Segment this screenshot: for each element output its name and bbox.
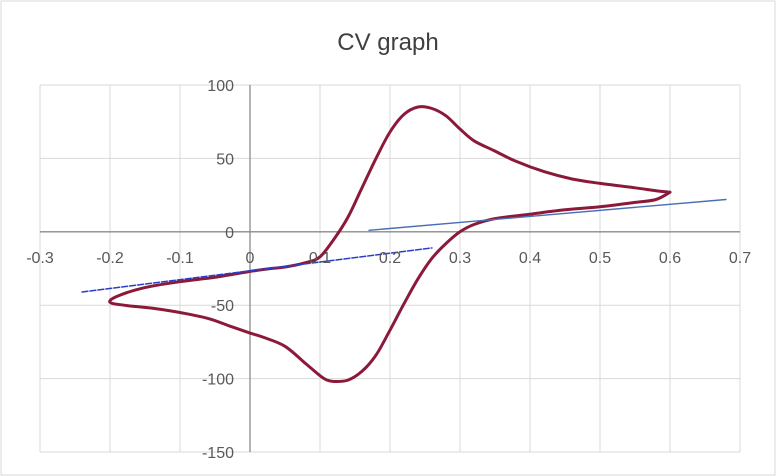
series-layer [81,105,727,384]
y-tick-label: -50 [211,298,234,315]
x-tick-labels: -0.3 -0.2 -0.1 0 0.1 0.2 0.3 0.4 0.5 0.6 0.7 [26,250,751,267]
y-tick-label: 100 [207,78,234,95]
chart-title: CV graph [337,29,438,56]
x-tick-label: 0.4 [519,250,541,267]
x-tick-label: 0.2 [379,250,401,267]
x-tick-label: 0.1 [309,250,331,267]
x-tick-label: 0.6 [659,250,681,267]
y-tick-label: -150 [202,445,234,462]
x-tick-label: 0.7 [729,250,751,267]
y-tick-labels: 100 50 0 -50 -100 -150 [202,78,234,462]
y-tick-label: 50 [216,151,234,168]
x-tick-label: -0.2 [96,250,124,267]
y-tick-label: -100 [202,372,234,389]
anodic-baseline-series [368,198,727,231]
axes [40,85,740,452]
y-tick-label: 0 [225,225,234,242]
cathodic-baseline-series [81,247,433,293]
x-tick-label: 0.5 [589,250,611,267]
x-tick-label: -0.3 [26,250,54,267]
cv-curve-series [108,105,672,384]
x-tick-label: -0.1 [166,250,194,267]
x-tick-label: 0.3 [449,250,471,267]
x-tick-label: 0 [246,250,255,267]
